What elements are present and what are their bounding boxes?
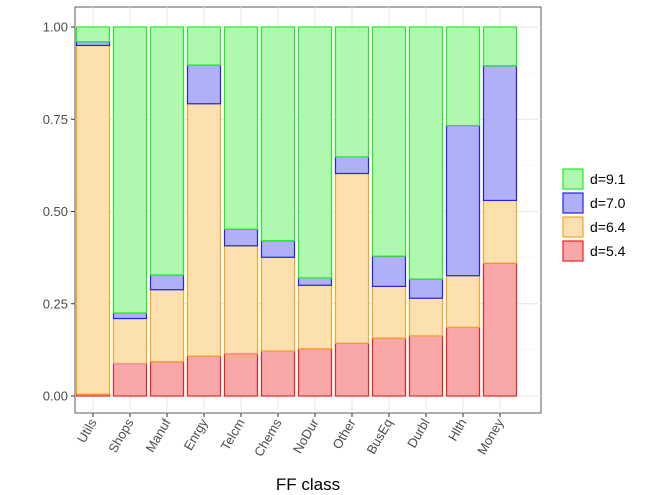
bar-buseq-d-6-4	[371, 285, 407, 339]
bars	[75, 26, 518, 397]
legend-label: d=6.4	[590, 219, 626, 235]
bar-manuf-d-6-4	[149, 289, 185, 363]
bar-money-d-6-4	[482, 199, 518, 264]
bar-chems-d-5-4	[260, 350, 296, 397]
bar-utils-d-6-4	[75, 44, 111, 395]
bar-telcm-d-7-0	[223, 228, 259, 247]
x-tick-label: NoDur	[290, 415, 322, 456]
bar-telcm-d-6-4	[223, 245, 259, 355]
legend-key	[562, 168, 584, 190]
bar-chems-d-7-0	[260, 240, 296, 258]
bar-shops-d-5-4	[112, 362, 148, 397]
bar-other-d-7-0	[334, 156, 370, 175]
legend-label: d=7.0	[590, 195, 626, 211]
y-axis: 0.00 0.25 0.50 0.75 1.00	[43, 20, 75, 404]
bar-hlth-d-5-4	[445, 326, 481, 397]
x-tick-label: Hlth	[445, 416, 470, 444]
legend: d=9.1 d=7.0 d=6.4 d=5.4	[562, 168, 626, 262]
bar-nodur-d-5-4	[297, 348, 333, 397]
bar-money-d-5-4	[482, 262, 518, 397]
legend-label: d=5.4	[590, 243, 626, 259]
bar-enrgy-d-6-4	[186, 103, 222, 357]
x-tick-label: BusEq	[363, 416, 395, 457]
bar-utils-d-9-1	[75, 26, 111, 43]
y-tick-label: 0.50	[43, 204, 68, 219]
x-axis: Utils Shops Manuf Enrgy Telcm Chems NoDur Other…	[74, 413, 507, 459]
bar-hlth-d-6-4	[445, 275, 481, 328]
legend-label: d=9.1	[590, 171, 626, 187]
bar-manuf-d-7-0	[149, 274, 185, 291]
y-tick-label: 0.00	[43, 389, 68, 404]
bar-enrgy-d-5-4	[186, 355, 222, 397]
y-tick-label: 0.75	[43, 112, 68, 127]
bar-enrgy-d-7-0	[186, 64, 222, 105]
bar-nodur-d-6-4	[297, 284, 333, 350]
bar-other-d-9-1	[334, 26, 370, 158]
x-tick-label: Utils	[74, 416, 100, 446]
bar-nodur-d-7-0	[297, 277, 333, 286]
bar-enrgy-d-9-1	[186, 26, 222, 66]
bar-telcm-d-5-4	[223, 352, 259, 397]
y-tick-label: 1.00	[43, 20, 68, 35]
bar-durbl-d-7-0	[408, 278, 444, 299]
bar-money-d-7-0	[482, 65, 518, 202]
bar-shops-d-6-4	[112, 317, 148, 365]
bar-chems-d-9-1	[260, 26, 296, 242]
bar-durbl-d-5-4	[408, 335, 444, 397]
bar-buseq-d-9-1	[371, 26, 407, 257]
x-axis-title: FF class	[276, 475, 340, 494]
legend-key	[562, 240, 584, 262]
bar-other-d-6-4	[334, 172, 370, 344]
bar-durbl-d-6-4	[408, 297, 444, 337]
x-tick-label: Telcm	[218, 416, 248, 453]
legend-key	[562, 216, 584, 238]
bar-nodur-d-9-1	[297, 26, 333, 279]
bar-hlth-d-9-1	[445, 26, 481, 127]
x-tick-label: Manuf	[143, 416, 174, 455]
bar-shops-d-9-1	[112, 26, 148, 314]
bar-money-d-9-1	[482, 26, 518, 67]
bar-chems-d-6-4	[260, 256, 296, 352]
bar-durbl-d-9-1	[408, 26, 444, 280]
y-tick-label: 0.25	[43, 296, 68, 311]
bar-hlth-d-7-0	[445, 124, 481, 277]
bar-shops-d-7-0	[112, 312, 148, 320]
bar-manuf-d-9-1	[149, 26, 185, 276]
bar-buseq-d-5-4	[371, 337, 407, 397]
bar-manuf-d-5-4	[149, 361, 185, 397]
x-tick-label: Other	[329, 415, 359, 451]
x-tick-label: Chems	[251, 416, 285, 460]
x-tick-label: Shops	[105, 416, 137, 456]
bar-buseq-d-7-0	[371, 255, 407, 288]
bar-telcm-d-9-1	[223, 26, 259, 230]
x-tick-label: Durbl	[404, 416, 433, 451]
bar-other-d-5-4	[334, 342, 370, 397]
legend-key	[562, 192, 584, 214]
x-tick-label: Money	[474, 416, 507, 458]
x-tick-label: Enrgy	[181, 416, 211, 453]
